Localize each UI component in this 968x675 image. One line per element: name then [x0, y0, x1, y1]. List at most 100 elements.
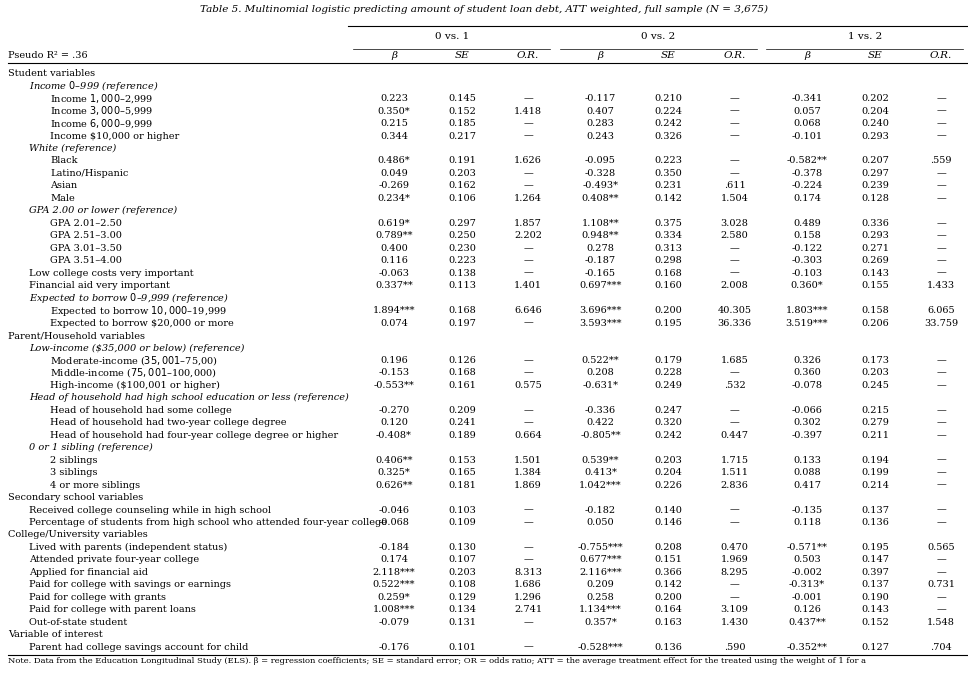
- Text: 40.305: 40.305: [717, 306, 751, 315]
- Text: 2.741: 2.741: [514, 605, 542, 614]
- Text: —: —: [936, 256, 946, 265]
- Text: -0.336: -0.336: [585, 406, 616, 415]
- Text: 6.646: 6.646: [514, 306, 542, 315]
- Text: 0.437**: 0.437**: [788, 618, 826, 626]
- Text: 0.407: 0.407: [587, 107, 615, 115]
- Text: 0.197: 0.197: [448, 319, 476, 327]
- Text: 0.179: 0.179: [654, 356, 682, 365]
- Text: 0.250: 0.250: [448, 232, 476, 240]
- Text: 1.296: 1.296: [514, 593, 542, 602]
- Text: -0.397: -0.397: [792, 431, 823, 439]
- Text: -0.079: -0.079: [378, 618, 409, 626]
- Text: SE: SE: [455, 51, 469, 60]
- Text: 0.152: 0.152: [862, 618, 889, 626]
- Text: -0.328: -0.328: [585, 169, 616, 178]
- Text: 0.211: 0.211: [862, 431, 889, 439]
- Text: Income $6,000–$9,999: Income $6,000–$9,999: [50, 117, 154, 130]
- Text: 0.203: 0.203: [654, 456, 682, 464]
- Text: -0.176: -0.176: [378, 643, 409, 651]
- Text: 0.189: 0.189: [448, 431, 476, 439]
- Text: 0.200: 0.200: [654, 306, 682, 315]
- Text: .590: .590: [724, 643, 745, 651]
- Text: 0.242: 0.242: [654, 119, 682, 128]
- Text: —: —: [524, 269, 533, 277]
- Text: -0.187: -0.187: [585, 256, 616, 265]
- Text: -0.378: -0.378: [792, 169, 823, 178]
- Text: —: —: [936, 593, 946, 602]
- Text: 0.126: 0.126: [793, 605, 821, 614]
- Text: -0.184: -0.184: [378, 543, 409, 552]
- Text: -0.270: -0.270: [378, 406, 409, 415]
- Text: 0.137: 0.137: [862, 506, 889, 514]
- Text: 0.539**: 0.539**: [582, 456, 620, 464]
- Text: 0.217: 0.217: [448, 132, 476, 140]
- Text: Moderate-income ($35,001–$75,00): Moderate-income ($35,001–$75,00): [50, 354, 218, 367]
- Text: Middle-income ($75,001–$100,000): Middle-income ($75,001–$100,000): [50, 367, 217, 379]
- Text: 0.195: 0.195: [862, 543, 889, 552]
- Text: 0.208: 0.208: [587, 369, 615, 377]
- Text: 0.228: 0.228: [654, 369, 682, 377]
- Text: 0.240: 0.240: [862, 119, 889, 128]
- Text: -0.313*: -0.313*: [789, 580, 825, 589]
- Text: 0.203: 0.203: [448, 568, 476, 577]
- Text: 0.103: 0.103: [448, 506, 476, 514]
- Text: —: —: [936, 119, 946, 128]
- Text: 0.575: 0.575: [514, 381, 542, 390]
- Text: 0.664: 0.664: [514, 431, 542, 439]
- Text: Attended private four-year college: Attended private four-year college: [29, 556, 199, 564]
- Text: -0.135: -0.135: [792, 506, 823, 514]
- Text: —: —: [524, 406, 533, 415]
- Text: Income $10,000 or higher: Income $10,000 or higher: [50, 132, 180, 140]
- Text: Expected to borrow $20,000 or more: Expected to borrow $20,000 or more: [50, 319, 234, 327]
- Text: -0.165: -0.165: [585, 269, 616, 277]
- Text: —: —: [730, 95, 740, 103]
- Text: .559: .559: [930, 157, 952, 165]
- Text: —: —: [936, 381, 946, 390]
- Text: Note. Data from the Education Longitudinal Study (ELS). β = regression coefficie: Note. Data from the Education Longitudin…: [8, 657, 865, 666]
- Text: 0.142: 0.142: [654, 194, 682, 203]
- Text: 0.137: 0.137: [862, 580, 889, 589]
- Text: Out-of-state student: Out-of-state student: [29, 618, 127, 626]
- Text: 0.106: 0.106: [448, 194, 476, 203]
- Text: 3.593***: 3.593***: [579, 319, 621, 327]
- Text: -0.103: -0.103: [792, 269, 823, 277]
- Text: Head of household had high school education or less (reference): Head of household had high school educat…: [29, 394, 348, 402]
- Text: —: —: [936, 219, 946, 228]
- Text: 0.116: 0.116: [380, 256, 408, 265]
- Text: —: —: [936, 518, 946, 527]
- Text: 0 or 1 sibling (reference): 0 or 1 sibling (reference): [29, 443, 153, 452]
- Text: 0.422: 0.422: [587, 418, 615, 427]
- Text: -0.002: -0.002: [792, 568, 823, 577]
- Text: 0.326: 0.326: [654, 132, 682, 140]
- Text: White (reference): White (reference): [29, 144, 116, 153]
- Text: Pseudo R² = .36: Pseudo R² = .36: [8, 51, 87, 60]
- Text: —: —: [730, 518, 740, 527]
- Text: 0 vs. 2: 0 vs. 2: [641, 32, 676, 41]
- Text: 2.116***: 2.116***: [579, 568, 621, 577]
- Text: 0.258: 0.258: [587, 593, 615, 602]
- Text: 1.548: 1.548: [927, 618, 955, 626]
- Text: College/University variables: College/University variables: [8, 531, 147, 539]
- Text: 1.511: 1.511: [720, 468, 748, 477]
- Text: 0.223: 0.223: [379, 95, 408, 103]
- Text: 1.401: 1.401: [514, 281, 542, 290]
- Text: —: —: [524, 119, 533, 128]
- Text: —: —: [524, 618, 533, 626]
- Text: 0.278: 0.278: [587, 244, 615, 252]
- Text: —: —: [730, 244, 740, 252]
- Text: —: —: [524, 319, 533, 327]
- Text: 0.136: 0.136: [862, 518, 889, 527]
- Text: 3.519***: 3.519***: [786, 319, 829, 327]
- Text: 0.190: 0.190: [862, 593, 889, 602]
- Text: 0.147: 0.147: [862, 556, 889, 564]
- Text: 0.146: 0.146: [654, 518, 682, 527]
- Text: 0.239: 0.239: [862, 182, 889, 190]
- Text: 0.049: 0.049: [380, 169, 408, 178]
- Text: 0.088: 0.088: [793, 468, 821, 477]
- Text: 0.151: 0.151: [654, 556, 682, 564]
- Text: 0.223: 0.223: [654, 157, 682, 165]
- Text: 0.375: 0.375: [654, 219, 682, 228]
- Text: GPA 3.51–4.00: GPA 3.51–4.00: [50, 256, 122, 265]
- Text: 0.223: 0.223: [448, 256, 476, 265]
- Text: 0.057: 0.057: [793, 107, 821, 115]
